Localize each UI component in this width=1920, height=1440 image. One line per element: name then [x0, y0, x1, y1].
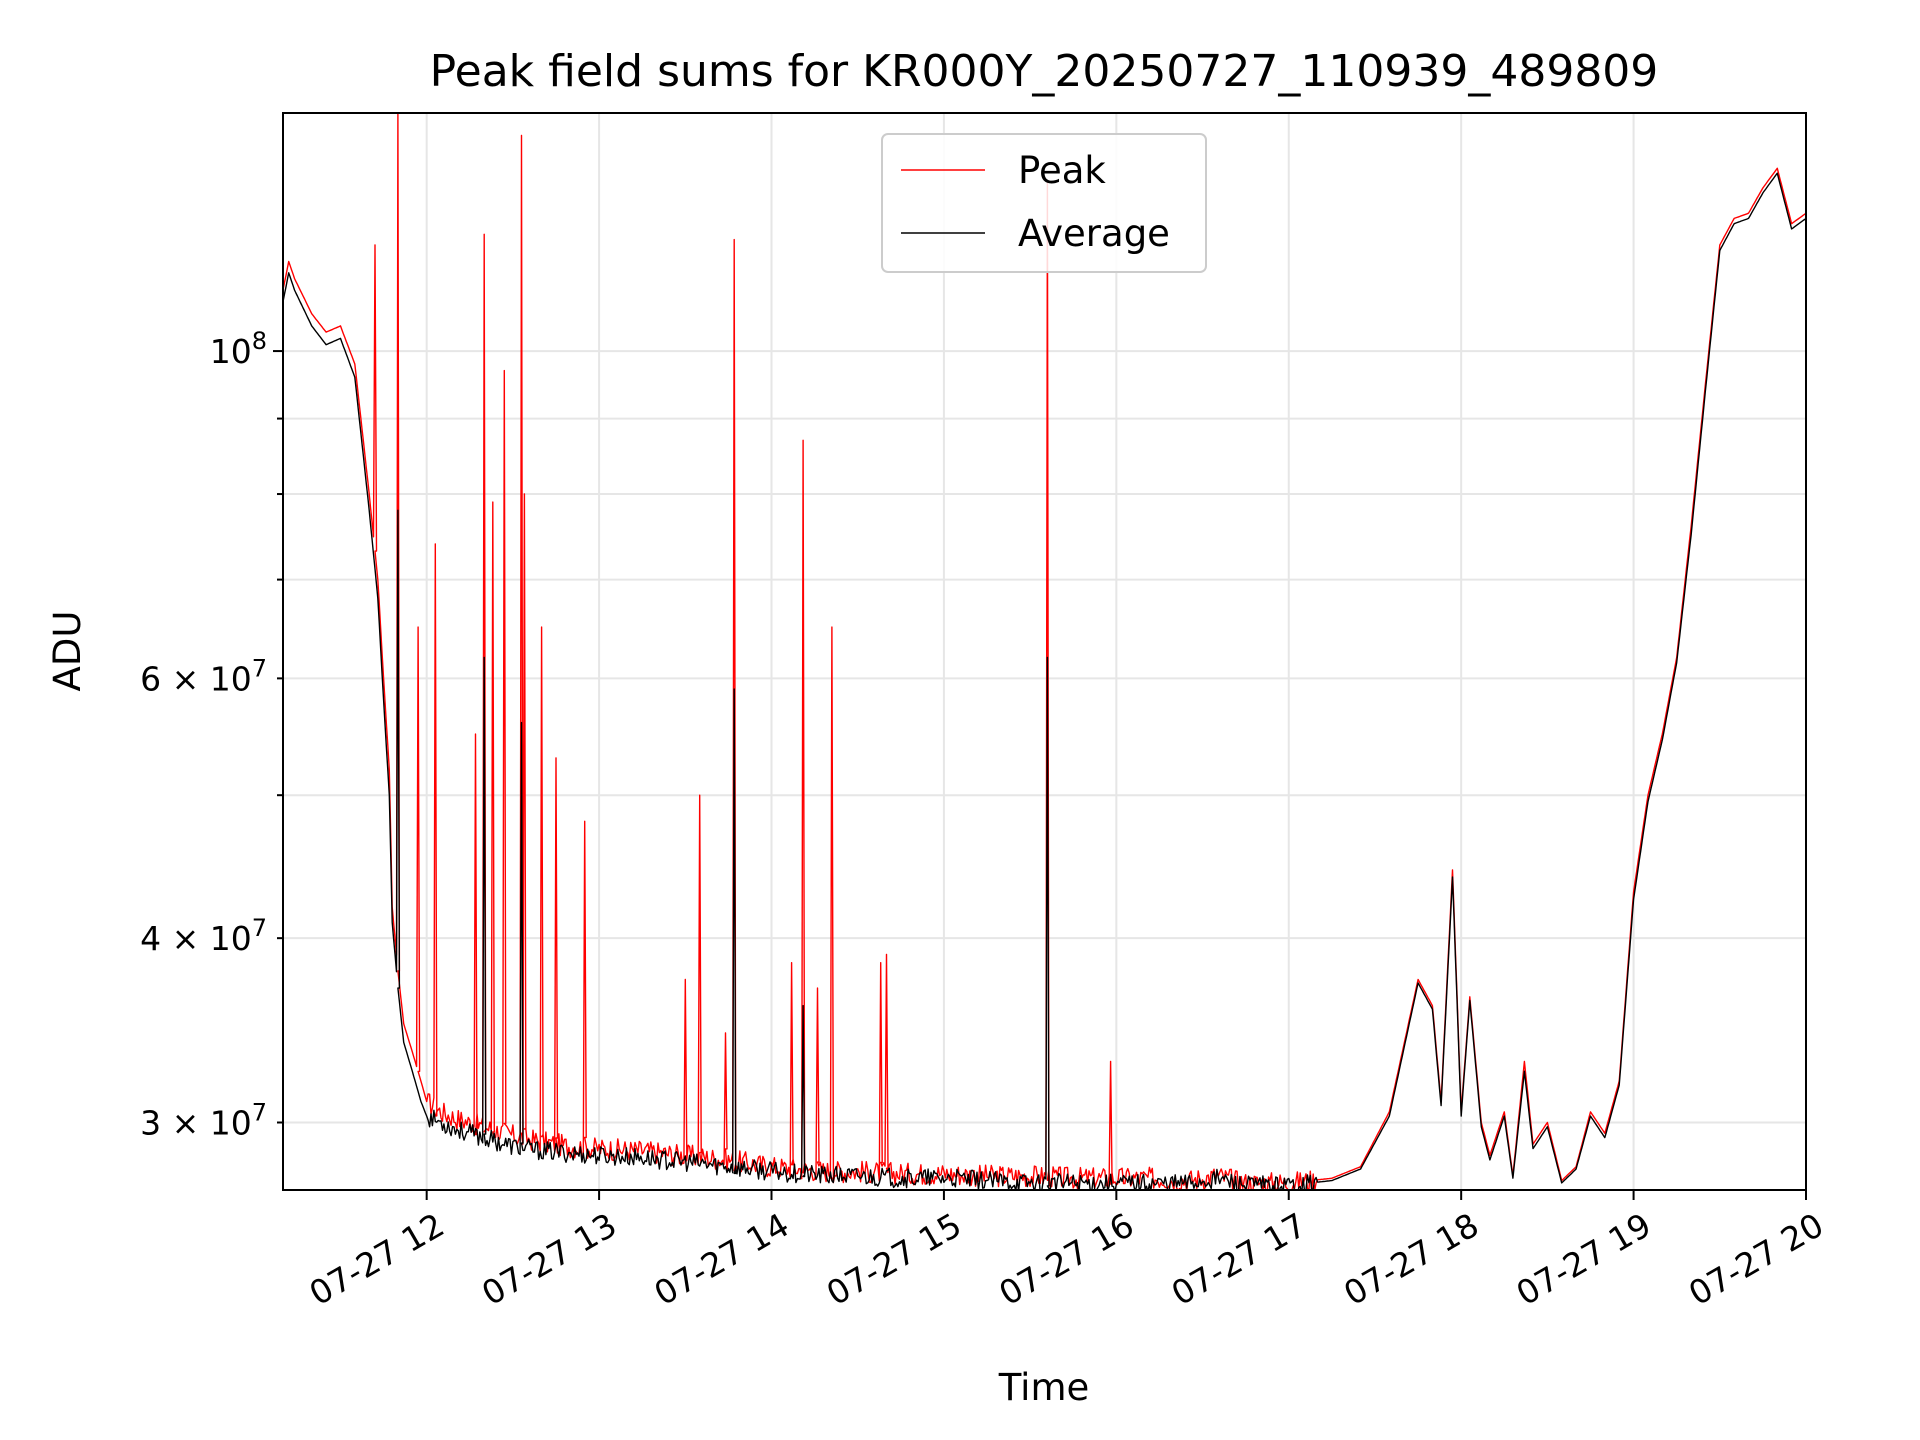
- legend-box: [881, 133, 1207, 273]
- y-tick-label: 3 × 107: [140, 1098, 267, 1142]
- x-axis-label: Time: [998, 1366, 1090, 1409]
- plot-frame: [282, 112, 1807, 1191]
- y-tick-label: 6 × 107: [140, 654, 267, 698]
- legend: Peak Average: [881, 133, 1207, 273]
- legend-label-average: Average: [1018, 212, 1170, 255]
- legend-label-peak: Peak: [1018, 149, 1106, 192]
- y-tick-label: 4 × 107: [140, 914, 267, 958]
- series-line-peak: [283, 113, 1806, 1190]
- y-tick-label: 108: [210, 327, 267, 371]
- series-line-average: [283, 172, 1806, 1190]
- y-axis-label: ADU: [46, 611, 89, 692]
- series-layer: [283, 113, 1806, 1190]
- chart-title: Peak field sums for KR000Y_20250727_1109…: [430, 46, 1659, 97]
